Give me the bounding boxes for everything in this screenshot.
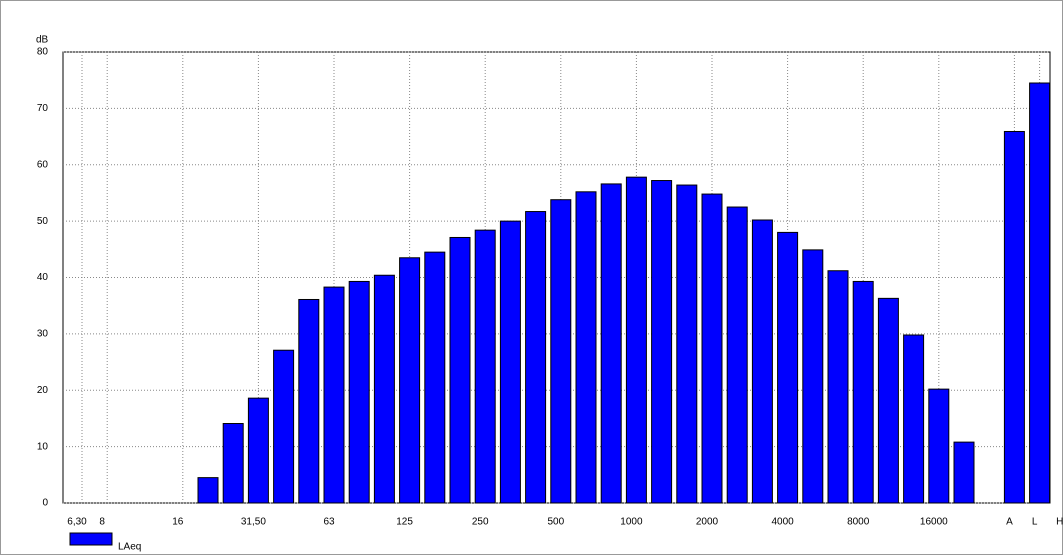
bar xyxy=(373,274,395,504)
bar xyxy=(751,219,773,504)
x-tick-label: 125 xyxy=(396,517,413,528)
bar xyxy=(1003,130,1025,504)
bar xyxy=(600,183,622,504)
bar xyxy=(298,298,320,504)
bar xyxy=(247,397,269,504)
legend-label: LAeq xyxy=(118,542,141,553)
bar xyxy=(701,193,723,504)
bar xyxy=(676,184,698,504)
bar xyxy=(827,270,849,504)
bar xyxy=(651,180,673,504)
bar xyxy=(928,388,950,504)
bar xyxy=(222,423,244,504)
bar xyxy=(273,349,295,504)
y-tick-label: 20 xyxy=(37,385,49,396)
x-tick-label: 250 xyxy=(472,517,489,528)
y-tick-label: 30 xyxy=(37,329,49,340)
y-tick-label: 50 xyxy=(37,216,49,227)
x-tick-label: 8000 xyxy=(847,517,870,528)
bar xyxy=(424,251,446,504)
y-tick-label: 10 xyxy=(37,441,49,452)
x-tick-label: H xyxy=(1056,517,1063,528)
bar xyxy=(449,236,471,504)
bar xyxy=(348,280,370,504)
x-tick-label: 8 xyxy=(99,517,105,528)
bar xyxy=(323,286,345,504)
x-tick-label: 2000 xyxy=(696,517,719,528)
bar xyxy=(575,191,597,504)
y-axis-label: dB xyxy=(36,35,49,46)
x-tick-label: L xyxy=(1032,517,1038,528)
y-tick-label: 40 xyxy=(37,272,49,283)
bar xyxy=(1029,82,1051,504)
y-tick-label: 60 xyxy=(37,159,49,170)
x-tick-label: 63 xyxy=(323,517,335,528)
x-tick-label: 1000 xyxy=(620,517,643,528)
bar xyxy=(197,477,219,504)
legend-swatch xyxy=(69,532,113,546)
bar xyxy=(852,280,874,504)
bar xyxy=(726,206,748,504)
bar xyxy=(903,334,925,504)
x-tick-label: A xyxy=(1006,517,1013,528)
bar xyxy=(525,211,547,504)
bar xyxy=(802,249,824,504)
bar xyxy=(625,176,647,504)
bar xyxy=(474,229,496,504)
x-tick-label: 500 xyxy=(547,517,564,528)
y-tick-label: 70 xyxy=(37,103,49,114)
bar xyxy=(499,220,521,504)
y-tick-label: 80 xyxy=(37,47,49,58)
x-tick-label: 6,30 xyxy=(67,517,87,528)
bar xyxy=(550,199,572,504)
x-tick-label: 4000 xyxy=(771,517,794,528)
y-tick-label: 0 xyxy=(42,498,48,509)
bar xyxy=(399,257,421,504)
x-tick-label: 16000 xyxy=(920,517,948,528)
x-tick-label: 16 xyxy=(172,517,184,528)
bar xyxy=(777,231,799,504)
bar xyxy=(953,441,975,504)
bar xyxy=(877,297,899,504)
x-tick-label: 31,50 xyxy=(241,517,266,528)
